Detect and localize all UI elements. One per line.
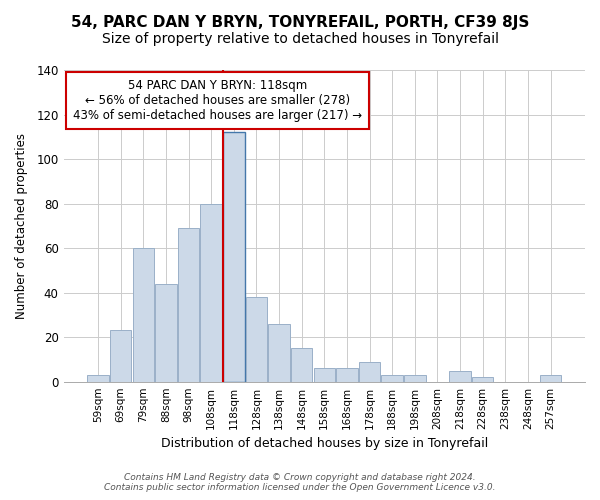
Text: Size of property relative to detached houses in Tonyrefail: Size of property relative to detached ho…: [101, 32, 499, 46]
Bar: [291, 348, 313, 382]
Bar: [359, 362, 380, 382]
Bar: [178, 228, 199, 382]
Bar: [404, 375, 425, 382]
Bar: [449, 370, 471, 382]
X-axis label: Distribution of detached houses by size in Tonyrefail: Distribution of detached houses by size …: [161, 437, 488, 450]
Bar: [382, 375, 403, 382]
Text: 54, PARC DAN Y BRYN, TONYREFAIL, PORTH, CF39 8JS: 54, PARC DAN Y BRYN, TONYREFAIL, PORTH, …: [71, 15, 529, 30]
Bar: [133, 248, 154, 382]
Bar: [200, 204, 222, 382]
Bar: [87, 375, 109, 382]
Bar: [540, 375, 561, 382]
Bar: [245, 297, 267, 382]
Bar: [268, 324, 290, 382]
Bar: [155, 284, 176, 382]
Bar: [110, 330, 131, 382]
Y-axis label: Number of detached properties: Number of detached properties: [15, 133, 28, 319]
Bar: [472, 377, 493, 382]
Bar: [314, 368, 335, 382]
Bar: [336, 368, 358, 382]
Text: Contains HM Land Registry data © Crown copyright and database right 2024.
Contai: Contains HM Land Registry data © Crown c…: [104, 473, 496, 492]
Text: 54 PARC DAN Y BRYN: 118sqm
← 56% of detached houses are smaller (278)
43% of sem: 54 PARC DAN Y BRYN: 118sqm ← 56% of deta…: [73, 80, 362, 122]
Bar: [223, 132, 245, 382]
